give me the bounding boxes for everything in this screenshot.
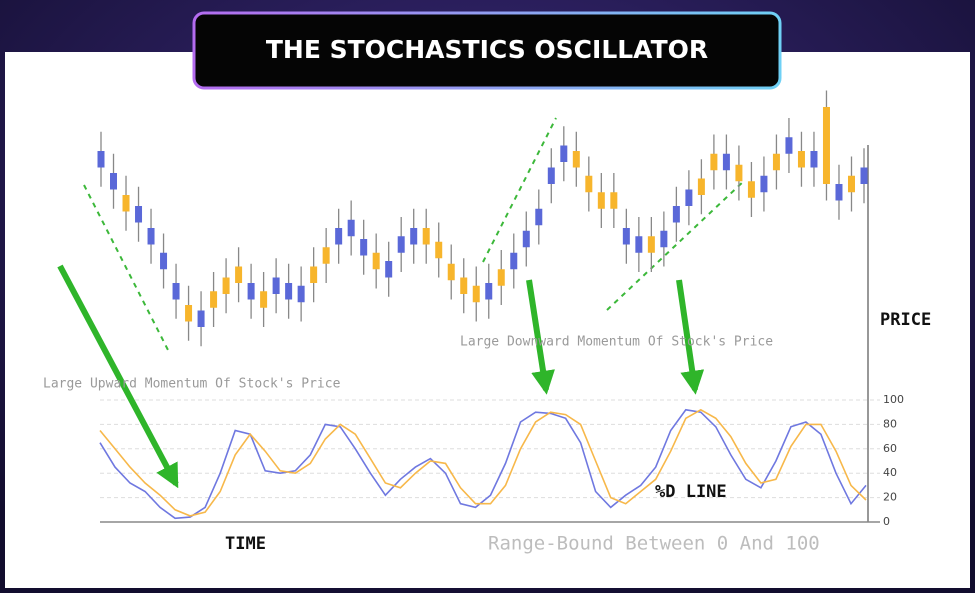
candle-body bbox=[710, 153, 718, 171]
candle-body bbox=[335, 228, 343, 245]
x-axis-label: TIME bbox=[225, 534, 266, 554]
annotation: Large Downward Momentum Of Stock's Price bbox=[460, 335, 773, 350]
candle-body bbox=[647, 236, 655, 253]
y-tick-label: 80 bbox=[883, 417, 897, 430]
candle-body bbox=[797, 151, 805, 168]
candle-body bbox=[760, 175, 768, 193]
candle-body bbox=[435, 241, 443, 259]
candle-body bbox=[185, 305, 193, 322]
trendline bbox=[482, 117, 557, 263]
candle-body bbox=[97, 151, 105, 168]
candle-body bbox=[497, 269, 505, 286]
y-tick-label: 20 bbox=[883, 491, 897, 504]
y-tick-label: 0 bbox=[883, 515, 890, 528]
candle-body bbox=[285, 283, 293, 300]
candle-body bbox=[110, 173, 118, 190]
title: THE STOCHASTICS OSCILLATOR bbox=[266, 35, 708, 64]
trendline bbox=[606, 179, 746, 311]
candle-body bbox=[860, 167, 868, 184]
candle-body bbox=[522, 230, 530, 248]
candle-body bbox=[560, 145, 568, 162]
candle-body bbox=[510, 252, 518, 270]
candle-body bbox=[685, 189, 693, 206]
candle-body bbox=[272, 277, 280, 294]
candle-body bbox=[547, 167, 555, 184]
candle-body bbox=[472, 285, 480, 303]
candle-body bbox=[810, 151, 818, 168]
candle-body bbox=[622, 228, 630, 245]
candle-body bbox=[722, 153, 730, 171]
candle-body bbox=[210, 291, 218, 308]
candle-body bbox=[122, 195, 130, 212]
candle-body bbox=[572, 151, 580, 168]
annotation: %D LINE bbox=[655, 482, 727, 502]
y-axis-label: PRICE bbox=[880, 310, 931, 330]
candle-body bbox=[147, 228, 155, 245]
arrow bbox=[676, 279, 705, 395]
candle-body bbox=[747, 181, 755, 198]
candle-body bbox=[697, 178, 705, 195]
candle-body bbox=[660, 230, 668, 248]
candle-body bbox=[310, 266, 318, 283]
candle-body bbox=[422, 228, 430, 245]
y-tick-label: 40 bbox=[883, 466, 897, 479]
arrows bbox=[57, 264, 705, 489]
candle-body bbox=[847, 175, 855, 193]
annotation: Range-Bound Between 0 And 100 bbox=[488, 533, 820, 555]
candle-body bbox=[460, 277, 468, 294]
annotation: Large Upward Momentum Of Stock's Price bbox=[43, 377, 341, 392]
candle-body bbox=[297, 285, 305, 303]
candle-body bbox=[485, 283, 493, 300]
candle-body bbox=[835, 184, 843, 201]
oscillator-line bbox=[99, 408, 867, 520]
arrow bbox=[526, 279, 555, 395]
candle-body bbox=[222, 277, 230, 294]
candle-body bbox=[260, 291, 268, 308]
candle-body bbox=[172, 283, 180, 300]
trendline bbox=[83, 184, 169, 351]
oscillator-line bbox=[99, 408, 867, 517]
plot: 0 20 40 60 80 100 bbox=[97, 90, 904, 528]
title-box bbox=[192, 11, 782, 90]
candle-body bbox=[672, 206, 680, 223]
candle-body bbox=[372, 252, 380, 270]
y-tick-label: 60 bbox=[883, 442, 897, 455]
candle-body bbox=[247, 283, 255, 300]
candle-body bbox=[322, 247, 330, 264]
candle-body bbox=[822, 107, 830, 184]
candle-body bbox=[772, 153, 780, 171]
candle-body bbox=[535, 208, 543, 226]
arrow bbox=[57, 264, 179, 489]
candle-body bbox=[160, 252, 168, 270]
candle-body bbox=[585, 175, 593, 193]
candle-body bbox=[597, 192, 605, 209]
candle-body bbox=[397, 236, 405, 253]
candle-body bbox=[197, 310, 205, 327]
candle-body bbox=[360, 239, 368, 256]
y-tick-label: 100 bbox=[883, 393, 904, 406]
trendlines bbox=[83, 117, 746, 351]
candle-body bbox=[410, 228, 418, 245]
candle-body bbox=[235, 266, 243, 283]
candle-body bbox=[447, 263, 455, 281]
candle-body bbox=[610, 192, 618, 209]
candle-body bbox=[135, 206, 143, 223]
candle-body bbox=[785, 137, 793, 154]
candle-body bbox=[347, 219, 355, 237]
candle-body bbox=[385, 261, 393, 278]
candle-body bbox=[735, 164, 743, 182]
candle-body bbox=[635, 236, 643, 253]
